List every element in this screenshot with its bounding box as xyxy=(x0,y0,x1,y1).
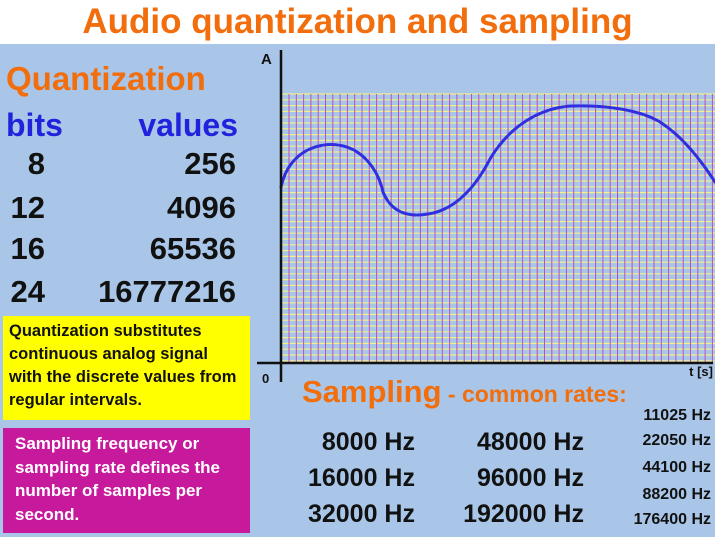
x-axis-label: t [s] xyxy=(689,364,713,379)
values-cell: 16777216 xyxy=(98,274,236,309)
bits-column-header: bits xyxy=(6,107,63,143)
values-cell: 65536 xyxy=(149,231,236,266)
sampling-rate-note: Sampling frequency or sampling rate defi… xyxy=(3,428,250,533)
sampling-rate: 16000 Hz xyxy=(307,464,415,492)
analog-signal-curve xyxy=(279,104,715,217)
sampling-grid-lines xyxy=(288,94,713,363)
common-sampling-rate: 22050 Hz xyxy=(642,432,712,449)
quantization-row: 8 256 xyxy=(0,146,250,182)
common-sampling-rate: 44100 Hz xyxy=(642,459,712,476)
quantization-note: Quantization substitutes continuous anal… xyxy=(3,316,250,420)
sampling-rate: 192000 Hz xyxy=(463,500,584,528)
quantization-row: 12 4096 xyxy=(0,190,250,226)
bits-cell: 24 xyxy=(10,274,45,309)
common-sampling-rate: 176400 Hz xyxy=(633,511,711,528)
sampling-rate: 96000 Hz xyxy=(476,464,584,492)
sampling-rate: 32000 Hz xyxy=(307,500,415,528)
sampling-title: Sampling xyxy=(302,374,442,409)
sampling-rate: 8000 Hz xyxy=(321,428,415,456)
bits-cell: 8 xyxy=(27,146,45,181)
waveform-chart: A 0 t [s] xyxy=(257,50,715,384)
sampling-rate: 48000 Hz xyxy=(476,428,584,456)
common-sampling-rate: 88200 Hz xyxy=(642,486,712,503)
values-cell: 256 xyxy=(184,146,236,181)
quantization-grid-lines xyxy=(281,93,715,362)
sampling-subtitle: - common rates: xyxy=(441,381,627,407)
bits-cell: 12 xyxy=(10,190,45,225)
y-axis-label: A xyxy=(261,51,272,68)
origin-label: 0 xyxy=(262,371,269,384)
quantization-row: 24 16777216 xyxy=(0,274,250,310)
values-cell: 4096 xyxy=(167,190,236,225)
bits-cell: 16 xyxy=(10,231,45,266)
quantization-heading: Quantization xyxy=(6,60,206,97)
quantization-row: 16 65536 xyxy=(0,231,250,267)
values-column-header: values xyxy=(138,107,238,143)
common-sampling-rate: 11025 Hz xyxy=(643,407,711,424)
sampling-heading: Sampling - common rates: xyxy=(302,374,627,410)
slide-title: Audio quantization and sampling xyxy=(82,2,633,41)
